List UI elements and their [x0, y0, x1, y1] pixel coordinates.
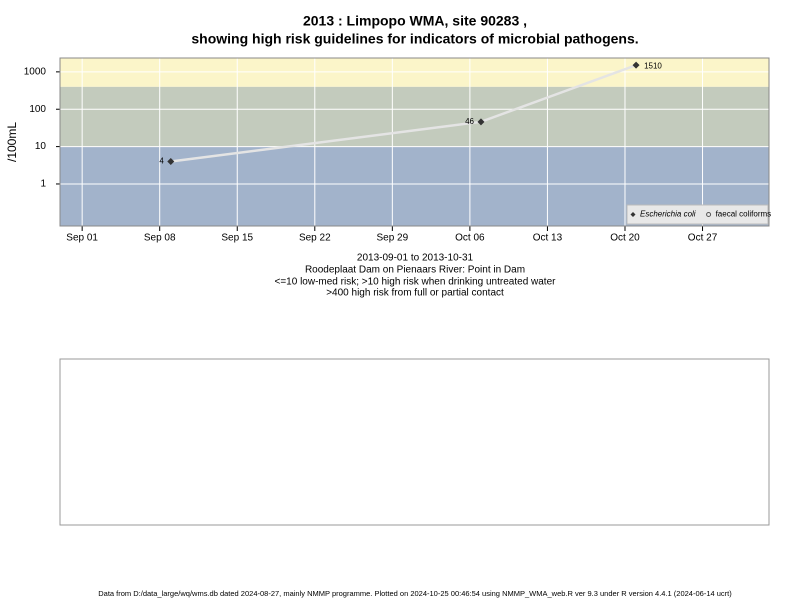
data-label: 1510 [644, 61, 662, 70]
risk-band [60, 58, 769, 87]
chart-title: 2013 : Limpopo WMA, site 90283 , [303, 13, 527, 29]
x-tick-label: Oct 13 [533, 233, 563, 244]
legend-marker [630, 212, 636, 217]
x-tick-label: Oct 27 [688, 233, 718, 244]
legend-label: Escherichia coli [640, 210, 696, 219]
risk-band [60, 86, 769, 147]
x-tick-label: Sep 01 [66, 233, 98, 244]
data-point [632, 61, 640, 69]
data-label: 4 [159, 157, 164, 166]
data-point [477, 118, 485, 126]
data-point [167, 157, 175, 165]
y-tick-label: 100 [29, 104, 46, 115]
subtitle: 2013-09-01 to 2013-10-31 [357, 253, 474, 264]
x-tick-label: Sep 08 [144, 233, 176, 244]
legend-label: faecal coliforms [716, 210, 772, 219]
plot-frame [59, 57, 770, 227]
y-axis-label: /100mL [5, 122, 19, 162]
subtitle: >400 high risk from full or partial cont… [326, 288, 504, 299]
legend-box [626, 204, 769, 225]
data-label: 46 [465, 117, 474, 126]
legend-marker [706, 212, 712, 217]
y-tick-label: 10 [35, 141, 47, 152]
subtitle: Roodeplaat Dam on Pienaars River: Point … [305, 265, 525, 276]
y-tick-label: 1000 [24, 67, 47, 78]
chart-title: showing high risk guidelines for indicat… [191, 31, 638, 47]
x-tick-label: Oct 06 [455, 233, 485, 244]
empty-panel [59, 358, 770, 526]
y-tick-label: 1 [40, 179, 46, 190]
footer: Data from D:/data_large/wq/wms.db dated … [98, 589, 732, 598]
x-tick-label: Sep 15 [221, 233, 253, 244]
subtitle: <=10 low-med risk; >10 high risk when dr… [275, 277, 557, 288]
x-tick-label: Sep 29 [376, 233, 408, 244]
x-tick-label: Oct 20 [610, 233, 640, 244]
x-tick-label: Sep 22 [299, 233, 331, 244]
